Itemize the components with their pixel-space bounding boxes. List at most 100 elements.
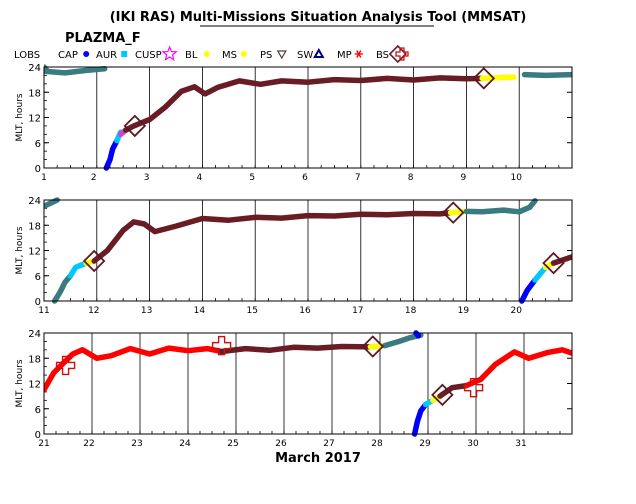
plot-frame [43,199,573,302]
mp-crossing-marker [463,378,484,398]
legend-item-aur: AUR [96,50,128,61]
series-aur [532,264,549,283]
series-bl [479,74,517,82]
series-ms [91,209,454,264]
legend-symbol-mp-mark [356,50,362,58]
legend-item-extra [395,47,409,61]
legend-item-mp: MP [337,50,363,61]
legend-symbol-ps-mark [276,50,287,60]
series-cap [519,277,538,304]
legend-item-sw: SW [297,47,325,61]
x-tick-label: 18 [405,306,417,316]
bs-crossing-marker [441,201,465,224]
legend-symbol-ms [240,51,247,57]
x-tick-label: 22 [83,439,94,449]
series-ms [437,382,470,399]
x-tick-label: 12 [88,306,99,316]
legend-label-mp: MP [337,50,352,61]
bs-crossing-marker [472,67,496,90]
series-mp [44,345,225,393]
legend-symbol-mp [354,50,363,58]
legend-item-ms: MS [222,50,247,61]
bs-crossing-marker [82,249,106,273]
x-tick-label: 26 [275,439,287,449]
legend-symbol-bl-mark [203,51,210,57]
y-tick-label: 0 [35,430,41,441]
x-tick-label: 13 [141,306,152,316]
mission-name: PLAZMA_F [65,31,141,46]
legend-symbol-ps [276,50,287,60]
y-tick-label: 24 [28,63,41,74]
x-tick-label: 11 [38,306,49,316]
x-tick-label: 23 [131,439,142,449]
y-tick-label: 12 [28,247,41,258]
mp-crossing-marker [55,355,76,376]
x-tick-label: 20 [510,306,522,316]
legend-label-bs: BS [376,50,389,61]
y-tick-label: 24 [28,329,41,340]
x-tick-label: 6 [302,173,308,183]
legend-label-aur: AUR [96,50,117,61]
legend-item-cusp: CUSP [135,45,178,62]
y-axis-label: MLT, hours [15,226,25,274]
legend-label-sw: SW [297,50,313,61]
panel-2: 0 6 12 18 24 11 12 13 14 15 16 17 18 19 20 MLT, hours [15,196,573,316]
legend-symbol-sw [313,47,325,58]
x-tick-label: 9 [461,173,467,183]
legend-symbol-bs [388,44,407,64]
legend-item-lobs: LOBS [14,50,40,61]
legend-symbol-extra-mark [395,47,409,61]
series-sw [44,65,108,76]
legend-symbol-sw-mark [313,47,325,58]
legend-symbol-cap-mark [83,51,90,57]
x-tick-label: 4 [197,173,203,183]
series-sw [521,71,572,79]
x-tick-label: 19 [458,306,470,316]
x-tick-label: 10 [510,173,522,183]
legend-symbol-bs-mark [388,44,407,64]
x-tick-label: 1 [41,173,47,183]
x-tick-label: 17 [352,306,363,316]
x-tick-label: 29 [419,439,431,449]
legend-symbol-aur-mark [121,51,128,57]
legend-item-ps: PS [260,50,287,61]
series-sw [44,197,60,210]
legend-label-ms: MS [222,50,237,61]
x-tick-label: 15 [246,306,257,316]
bs-crossing-marker [361,335,385,358]
series-aur [67,260,89,279]
legend-symbol-aur [121,51,128,57]
legend-symbol-cap [83,51,90,57]
legend-label-cusp: CUSP [135,50,162,61]
legend-label-bl: BL [185,50,198,61]
legend-label-ps: PS [260,50,272,61]
bs-crossing-marker [123,114,147,138]
legend-item-bs: BS [376,44,407,64]
legend: LOBS CAP AUR CUSP BL MS PS SW MP BS [14,44,409,64]
plot-frame [43,332,573,435]
series-group [44,330,572,437]
series-ms [123,75,485,133]
legend-label-lobs: LOBS [14,50,40,61]
x-tick-label: 7 [355,173,361,183]
x-tick-label: 5 [249,173,255,183]
panel-3: 0 6 12 18 24 21 22 23 24 25 26 27 28 29 30 31 MLT, hours [15,329,573,449]
x-tick-label: 3 [144,173,150,183]
y-tick-label: 6 [35,139,41,150]
series-cap [411,401,429,437]
series-group [44,197,572,304]
month-label: March 2017 [275,451,361,466]
y-tick-label: 0 [35,164,41,175]
y-axis-label: MLT, hours [15,93,25,141]
legend-symbol-cusp-mark [161,45,178,62]
series-sw [382,332,424,349]
y-tick-label: 0 [35,297,41,308]
x-tick-label: 30 [467,439,479,449]
x-tick-label: 2 [91,173,97,183]
legend-item-bl: BL [185,50,210,61]
series-mp [463,347,572,389]
series-sw [463,198,538,215]
